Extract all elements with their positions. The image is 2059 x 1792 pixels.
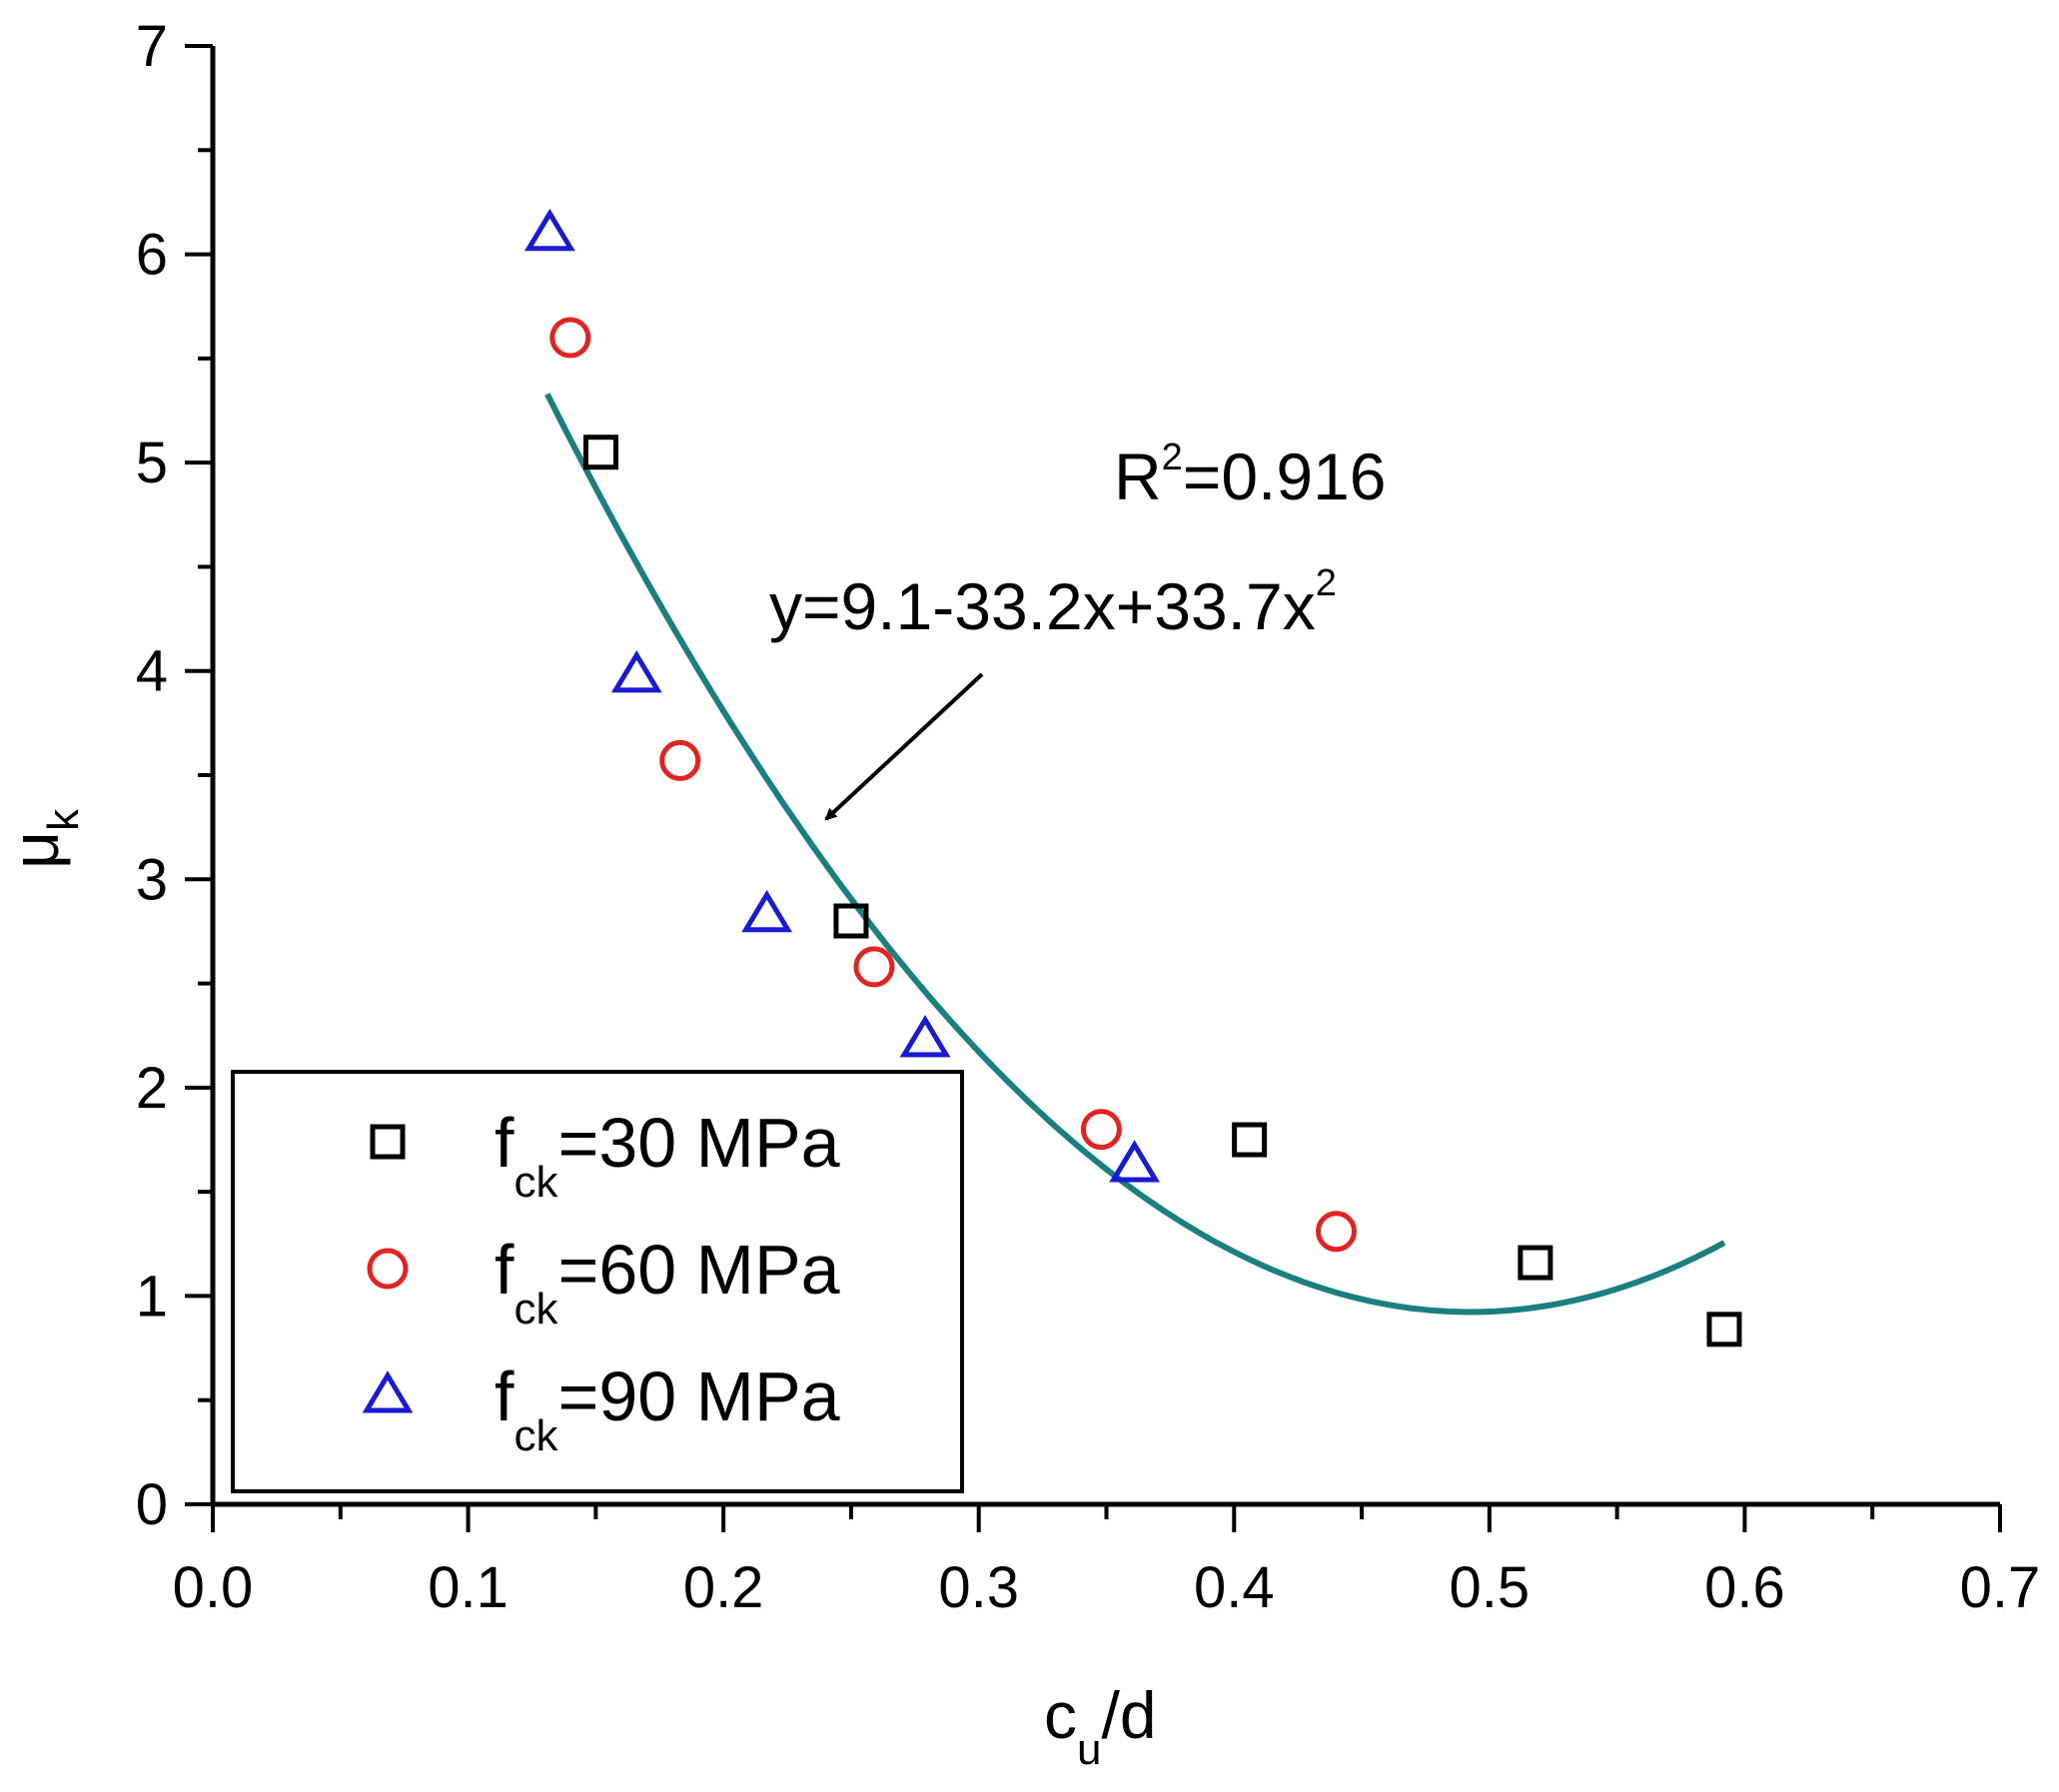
legend-label-rest: =30 MPa [557, 1104, 839, 1182]
data-point-triangle [523, 208, 575, 252]
y-axis-title-main: μ [0, 831, 72, 869]
legend-label-rest: =60 MPa [557, 1231, 839, 1309]
legend-label: fck=90 MPa [495, 1357, 840, 1460]
x-tick-label: 0.6 [1704, 1555, 1785, 1620]
y-tick-label: 2 [136, 1056, 168, 1121]
legend-label-main: f [495, 1104, 515, 1182]
data-point-triangle [610, 650, 662, 693]
fit-equation-annotation: y=9.1-33.2x+33.7x2 [769, 562, 1337, 643]
x-tick-label: 0.2 [683, 1555, 764, 1620]
data-points [523, 208, 1742, 1347]
data-point-square [833, 903, 869, 939]
legend-box [231, 1070, 964, 1493]
legend-label-main: f [495, 1357, 515, 1435]
data-point-square [1706, 1312, 1742, 1347]
y-axis-title-sub: k [39, 808, 88, 831]
y-tick-label: 5 [136, 431, 168, 495]
data-point-square [1518, 1245, 1553, 1281]
x-tick-label: 0.3 [938, 1555, 1019, 1620]
r-squared-rest: =0.916 [1183, 440, 1387, 513]
legend-marker-square [370, 1124, 406, 1160]
data-point-circle [1316, 1211, 1358, 1253]
legend-label-main: f [495, 1231, 515, 1309]
fit-curve [544, 393, 1726, 1316]
y-tick-label: 0 [136, 1472, 168, 1537]
x-axis-title-rest: /d [1101, 1678, 1156, 1752]
x-tick-label: 0.7 [1960, 1555, 2041, 1620]
r-squared-main: R [1114, 440, 1162, 513]
fit-equation-main: y=9.1-33.2x+33.7x [769, 569, 1316, 643]
x-tick-label: 0.4 [1194, 1555, 1275, 1620]
x-tick-label: 0.5 [1450, 1555, 1531, 1620]
y-axis-ticks: 0 1 2 3 4 5 6 7 [136, 14, 213, 1537]
data-point-square [1232, 1122, 1268, 1158]
x-axis-ticks: 0.0 0.1 0.2 0.3 0.4 0.5 0.6 0.7 [173, 1504, 2041, 1620]
data-point-triangle [899, 1015, 951, 1058]
r-squared-annotation: R2=0.916 [1114, 437, 1387, 513]
y-tick-label: 6 [136, 223, 168, 288]
data-point-triangle [1109, 1140, 1161, 1183]
data-point-triangle [741, 889, 793, 933]
x-axis-title-main: c [1044, 1678, 1077, 1752]
data-point-square [582, 435, 618, 470]
y-tick-label: 1 [136, 1264, 168, 1329]
x-tick-label: 0.1 [428, 1555, 509, 1620]
x-tick-label: 0.0 [173, 1555, 254, 1620]
legend-label-sub: ck [514, 1285, 558, 1334]
data-point-circle [549, 317, 591, 359]
r-squared-sup: 2 [1162, 437, 1183, 478]
legend-label-sub: ck [514, 1158, 558, 1207]
y-tick-label: 3 [136, 847, 168, 912]
data-point-circle [1080, 1109, 1122, 1151]
legend-marker-circle [367, 1248, 409, 1290]
legend-label: fck=60 MPa [495, 1231, 840, 1334]
x-axis-title-sub: u [1077, 1725, 1101, 1774]
annotation-arrow [824, 672, 984, 821]
legend-marker-triangle [362, 1370, 414, 1413]
legend-label-rest: =90 MPa [557, 1357, 839, 1435]
y-tick-label: 7 [136, 14, 168, 79]
y-axis-title: μk [0, 808, 88, 869]
y-tick-label: 4 [136, 639, 168, 704]
data-point-circle [659, 739, 701, 781]
legend-label-sub: ck [514, 1411, 558, 1460]
data-point-circle [853, 946, 895, 988]
legend-label: fck=30 MPa [495, 1104, 840, 1207]
fit-equation-sup: 2 [1316, 562, 1337, 604]
x-axis-title: cu/d [1044, 1678, 1157, 1774]
